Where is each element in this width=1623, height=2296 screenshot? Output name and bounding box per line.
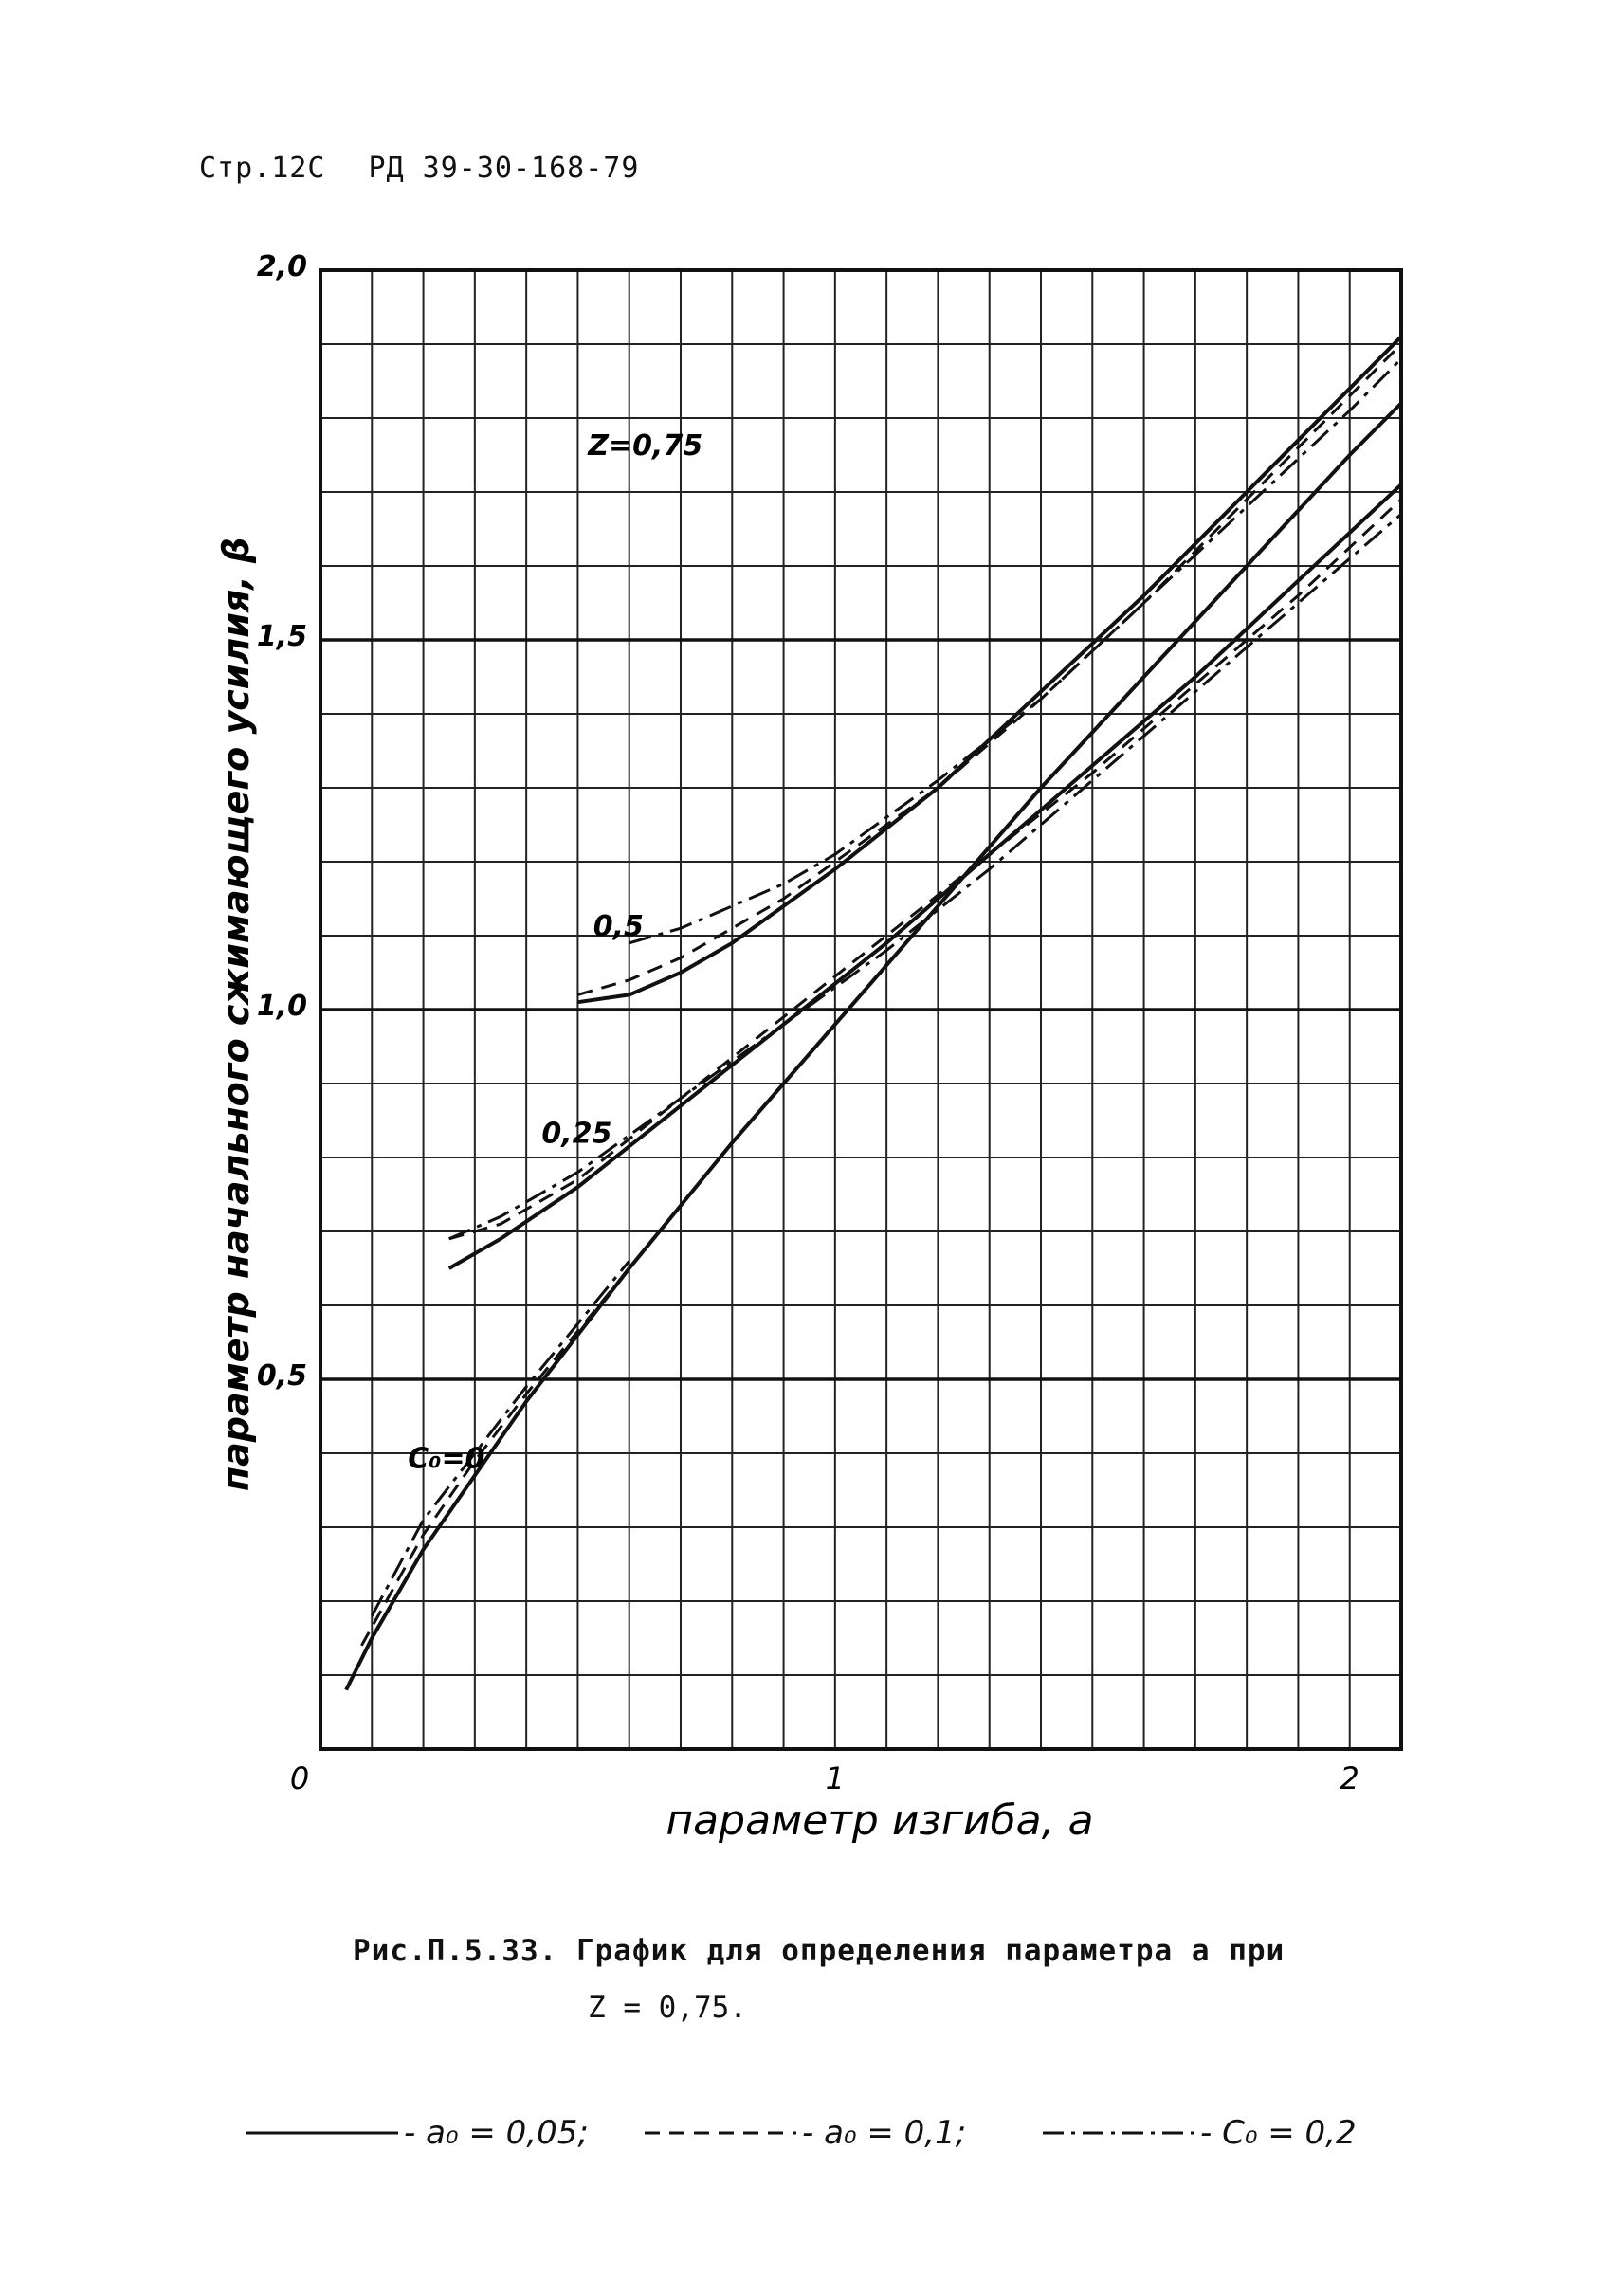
series-line (448, 498, 1403, 1241)
series-line (344, 401, 1403, 1691)
legend-label: - a₀ = 0,05; (404, 2114, 589, 2152)
x-tick-label: 1 (826, 1760, 845, 1796)
chart-annotation: C₀=0 (408, 1443, 484, 1476)
legend-dashed-swatch (645, 2131, 796, 2135)
series-line (629, 357, 1403, 945)
chart-annotation: Z=0,75 (587, 429, 702, 463)
series-line (577, 335, 1403, 1005)
chart-annotation: 0,5 (593, 910, 644, 943)
legend-label: - C₀ = 0,2 (1200, 2114, 1357, 2152)
y-axis-label: параметр начального сжимающего усилия, β (215, 538, 257, 1491)
y-tick-label: 1,0 (257, 990, 307, 1023)
legend-item-solid: - a₀ = 0,05; (246, 2105, 589, 2161)
chart: 0,5 1,0 1,5 2,0 0 1 2 Z=0,75 0,5 0,25 C₀=0 параметр… (215, 250, 1403, 1845)
document-code: РД 39-30-168-79 (368, 152, 640, 185)
x-axis-label: параметр изгиба, a (666, 1796, 1093, 1845)
chart-annotation: 0,25 (541, 1117, 611, 1150)
legend-item-dashdot: - C₀ = 0,2 (1043, 2105, 1357, 2161)
series-line (447, 483, 1403, 1270)
series-line (360, 1023, 837, 1647)
series-line (576, 342, 1403, 996)
legend: - a₀ = 0,05; - a₀ = 0,1; - C₀ = 0,2 (246, 2105, 1432, 2161)
x-tick-label: 2 (1340, 1760, 1359, 1796)
figure-caption-condition: Z = 0,75. (588, 1991, 747, 2025)
legend-item-dashed: - a₀ = 0,1; (645, 2105, 966, 2161)
legend-label: - a₀ = 0,1; (802, 2114, 967, 2152)
series-line (448, 513, 1402, 1241)
y-tick-label: 1,5 (257, 620, 307, 653)
page-header: Стр.12С РД 39-30-168-79 (199, 152, 664, 185)
series-line (370, 1260, 630, 1617)
figure-caption: Рис.П.5.33. График для определения парам… (353, 1934, 1286, 1968)
y-tick-label: 0,5 (257, 1359, 307, 1393)
plot-frame (319, 268, 1403, 1751)
x-tick-label: 0 (290, 1760, 309, 1796)
y-tick-label: 2,0 (257, 250, 307, 283)
page-number: Стр.12С (199, 152, 326, 185)
legend-solid-swatch (246, 2131, 398, 2135)
legend-dashdot-swatch (1043, 2131, 1194, 2135)
